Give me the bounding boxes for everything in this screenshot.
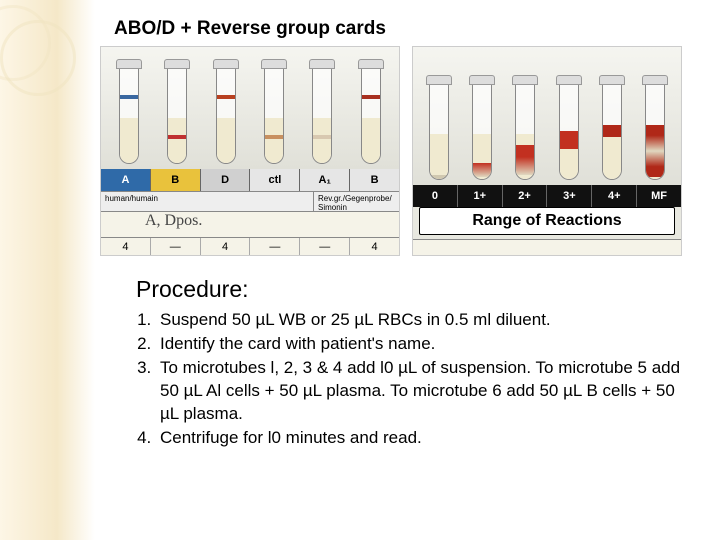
procedure-steps: Suspend 50 µL WB or 25 µL RBCs in 0.5 ml…	[156, 309, 696, 450]
procedure-step: Centrifuge for l0 minutes and read.	[156, 427, 696, 450]
abo-reverse-card: ABDctlA₁B human/humain Rev.gr./Gegenprob…	[100, 46, 400, 256]
right-column-labels: 01+2+3+4+MF	[413, 185, 681, 207]
column-label: 4+	[592, 185, 637, 207]
column-label: 0	[413, 185, 458, 207]
meta-human: human/humain	[101, 192, 314, 211]
microtube	[513, 75, 537, 185]
column-label: D	[201, 169, 251, 191]
column-label: 1+	[458, 185, 503, 207]
microtube	[600, 75, 624, 185]
decorative-side-stripe	[0, 0, 95, 540]
score-cell: —	[300, 238, 350, 255]
microtube	[470, 75, 494, 185]
procedure-step: To microtubes l, 2, 3 & 4 add l0 µL of s…	[156, 357, 696, 426]
right-tubes-row	[413, 47, 681, 185]
range-of-reactions-label: Range of Reactions	[419, 207, 675, 235]
column-label: A₁	[300, 169, 350, 191]
meta-revgr: Rev.gr./Gegenprobe/ Simonin	[314, 192, 399, 211]
procedure-step: Suspend 50 µL WB or 25 µL RBCs in 0.5 ml…	[156, 309, 696, 332]
card-images-row: ABDctlA₁B human/humain Rev.gr./Gegenprob…	[100, 46, 700, 256]
microtube	[557, 75, 581, 185]
column-label: A	[101, 169, 151, 191]
column-label: MF	[637, 185, 681, 207]
microtube	[643, 75, 667, 185]
score-cell: 4	[201, 238, 251, 255]
score-cell: —	[250, 238, 300, 255]
microtube	[117, 59, 141, 169]
microtube	[310, 59, 334, 169]
microtube	[359, 59, 383, 169]
left-column-labels: ABDctlA₁B	[101, 169, 399, 191]
range-reactions-card: 01+2+3+4+MF Range of Reactions	[412, 46, 682, 256]
procedure-heading: Procedure:	[136, 276, 700, 303]
left-tubes-row	[101, 47, 399, 169]
left-meta-row: human/humain Rev.gr./Gegenprobe/ Simonin	[101, 191, 399, 211]
slide-content: ABO/D + Reverse group cards ABDctlA₁B hu…	[100, 18, 700, 451]
procedure-step: Identify the card with patient's name.	[156, 333, 696, 356]
column-label: B	[151, 169, 201, 191]
slide-title: ABO/D + Reverse group cards	[114, 18, 700, 40]
left-score-row: 4—4——4	[101, 237, 399, 255]
score-cell: 4	[101, 238, 151, 255]
handwritten-result: A, Dpos.	[101, 211, 399, 237]
column-label: 3+	[547, 185, 592, 207]
microtube	[427, 75, 451, 185]
column-label: 2+	[503, 185, 548, 207]
score-cell: —	[151, 238, 201, 255]
column-label: ctl	[250, 169, 300, 191]
microtube	[165, 59, 189, 169]
microtube	[214, 59, 238, 169]
right-card-base	[413, 239, 681, 255]
microtube	[262, 59, 286, 169]
score-cell: 4	[350, 238, 399, 255]
column-label: B	[350, 169, 399, 191]
